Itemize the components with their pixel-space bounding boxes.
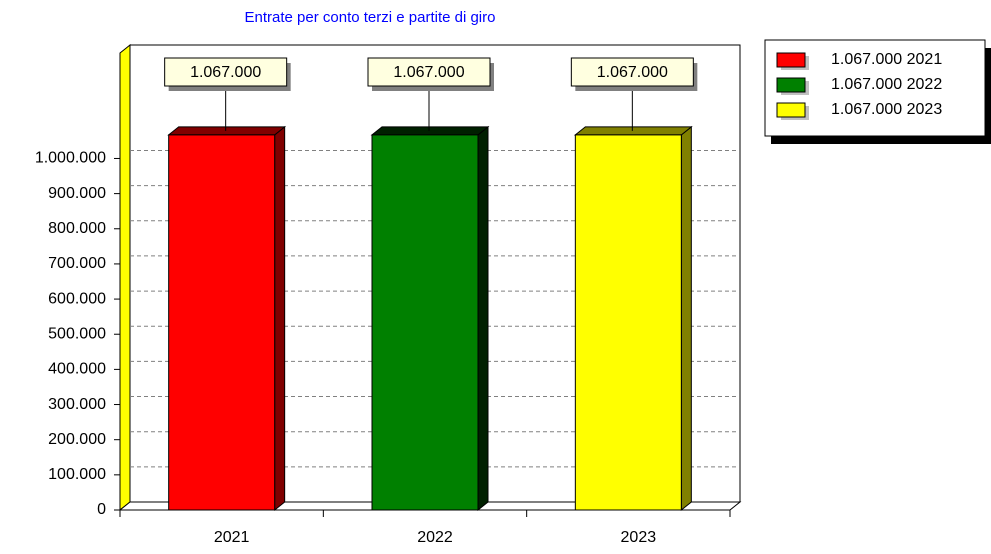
y-tick-label: 800.000: [48, 220, 106, 237]
bar-top: [370, 126, 490, 136]
label-box: [367, 57, 491, 87]
bar-top: [573, 126, 693, 136]
value-label: 1.067.000: [190, 64, 261, 81]
y-tick-label: 1.000.000: [35, 150, 106, 167]
legend-label: 1.067.000 2022: [831, 76, 942, 93]
bar: [371, 134, 479, 511]
label-box: [570, 57, 694, 87]
x-tick-label: 2023: [621, 529, 657, 546]
x-tick-label: 2022: [417, 529, 453, 546]
value-label: 1.067.000: [597, 64, 668, 81]
bar-top: [167, 126, 287, 136]
y-tick-label: 900.000: [48, 185, 106, 202]
legend-swatch: [776, 52, 806, 68]
y-tick-label: 200.000: [48, 431, 106, 448]
chart-title: Entrate per conto terzi e partite di gir…: [245, 9, 496, 26]
y-tick-label: 300.000: [48, 396, 106, 413]
label-box: [164, 57, 288, 87]
legend-label: 1.067.000 2021: [831, 51, 942, 68]
y-tick-label: 400.000: [48, 361, 106, 378]
bar-side: [680, 125, 692, 512]
y-tick-label: 600.000: [48, 290, 106, 307]
y-tick-label: 0: [97, 501, 106, 518]
x-tick-label: 2021: [214, 529, 250, 546]
bar: [574, 134, 682, 511]
value-label: 1.067.000: [393, 64, 464, 81]
y-tick-label: 500.000: [48, 325, 106, 342]
legend-swatch: [776, 77, 806, 93]
legend-label: 1.067.000 2023: [831, 101, 942, 118]
legend-swatch: [776, 102, 806, 118]
bar: [168, 134, 276, 511]
y-tick-label: 700.000: [48, 255, 106, 272]
left-wall: [119, 43, 131, 512]
bar-side: [477, 125, 489, 512]
y-tick-label: 100.000: [48, 466, 106, 483]
bar-side: [274, 125, 286, 512]
